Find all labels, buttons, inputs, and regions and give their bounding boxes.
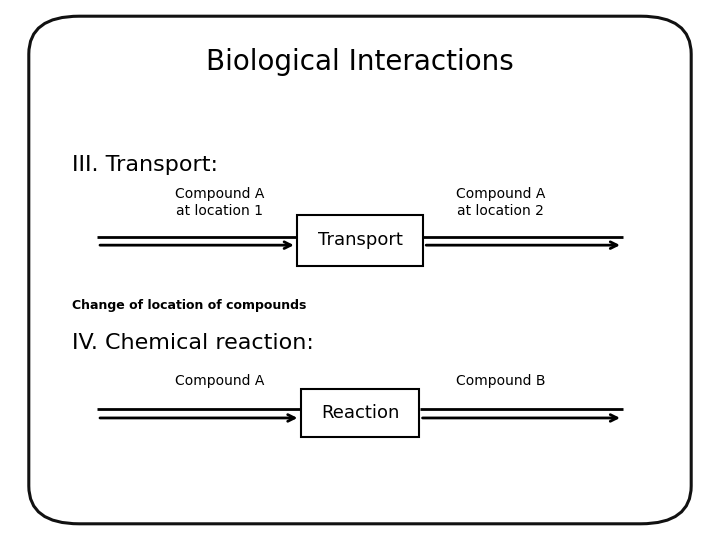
Text: Biological Interactions: Biological Interactions: [206, 48, 514, 76]
Text: Transport: Transport: [318, 231, 402, 249]
Text: III. Transport:: III. Transport:: [72, 154, 218, 175]
Text: Change of location of compounds: Change of location of compounds: [72, 299, 307, 312]
FancyBboxPatch shape: [301, 389, 419, 437]
Text: Compound A
at location 2: Compound A at location 2: [456, 187, 545, 218]
Text: IV. Chemical reaction:: IV. Chemical reaction:: [72, 333, 314, 353]
Text: Reaction: Reaction: [321, 404, 399, 422]
Text: Compound B: Compound B: [456, 374, 545, 388]
Text: Compound A: Compound A: [175, 374, 264, 388]
FancyBboxPatch shape: [297, 214, 423, 266]
Text: Compound A
at location 1: Compound A at location 1: [175, 187, 264, 218]
FancyBboxPatch shape: [29, 16, 691, 524]
